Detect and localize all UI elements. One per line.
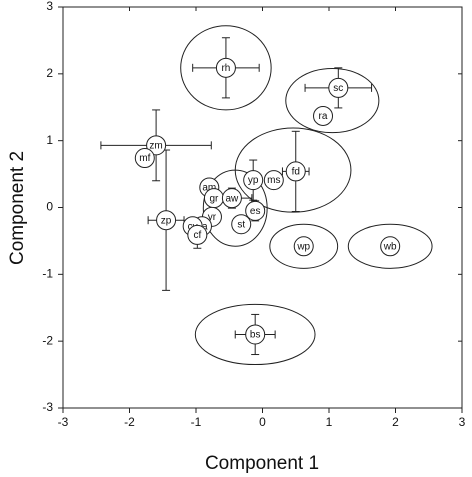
point-label: zp	[161, 215, 172, 226]
point	[146, 135, 167, 156]
x-tick-label: 0	[259, 415, 266, 429]
point	[134, 148, 155, 169]
point	[221, 188, 242, 209]
point	[245, 324, 266, 345]
group-ellipse	[285, 67, 380, 134]
y-tick-label: 0	[46, 200, 53, 214]
point	[328, 77, 349, 98]
y-tick-label: -1	[42, 267, 53, 281]
y-tick-label: -2	[42, 333, 53, 347]
point	[156, 210, 177, 231]
point-label: rh	[221, 63, 230, 74]
y-tick-label: 3	[46, 0, 53, 13]
group-ellipse	[202, 169, 268, 247]
x-axis-label: Component 1	[205, 453, 319, 474]
point	[245, 200, 266, 221]
point-label: am	[202, 183, 216, 194]
x-tick-label: -2	[124, 415, 135, 429]
y-axis-label: Component 2	[7, 151, 28, 265]
point-label: zm	[149, 140, 162, 151]
x-tick-label: 2	[392, 415, 399, 429]
point	[231, 214, 252, 235]
point-label: ra	[319, 111, 328, 122]
group-ellipse	[180, 25, 272, 111]
point	[313, 105, 334, 126]
point-label: wb	[383, 241, 397, 252]
group-ellipse	[269, 223, 339, 269]
point	[293, 236, 314, 257]
point-label: cf	[193, 230, 201, 241]
point-label: sc	[333, 83, 343, 94]
point	[215, 57, 236, 78]
x-tick-label: 1	[326, 415, 333, 429]
x-tick-label: 3	[459, 415, 466, 429]
point-label: mf	[139, 153, 150, 164]
point-label: st	[237, 219, 245, 230]
point	[243, 170, 264, 191]
y-tick-label: 1	[46, 133, 53, 147]
point-label: gr	[210, 193, 220, 204]
x-tick-label: -3	[58, 415, 69, 429]
point-label: ms	[267, 175, 280, 186]
point	[380, 236, 401, 257]
x-tick-label: -1	[191, 415, 202, 429]
point	[263, 170, 284, 191]
point-label: es	[250, 206, 261, 217]
y-tick-label: -3	[42, 400, 53, 414]
y-tick-label: 2	[46, 66, 53, 80]
point-label: bs	[250, 330, 261, 341]
point-label: aw	[226, 193, 240, 204]
point	[187, 224, 208, 245]
point-label: yp	[248, 175, 259, 186]
group-ellipse	[194, 303, 316, 366]
point-label: yr	[208, 212, 217, 223]
point-label: wp	[296, 241, 310, 252]
group-ellipse	[347, 223, 433, 269]
point-label: fd	[292, 167, 300, 178]
point	[285, 161, 306, 182]
